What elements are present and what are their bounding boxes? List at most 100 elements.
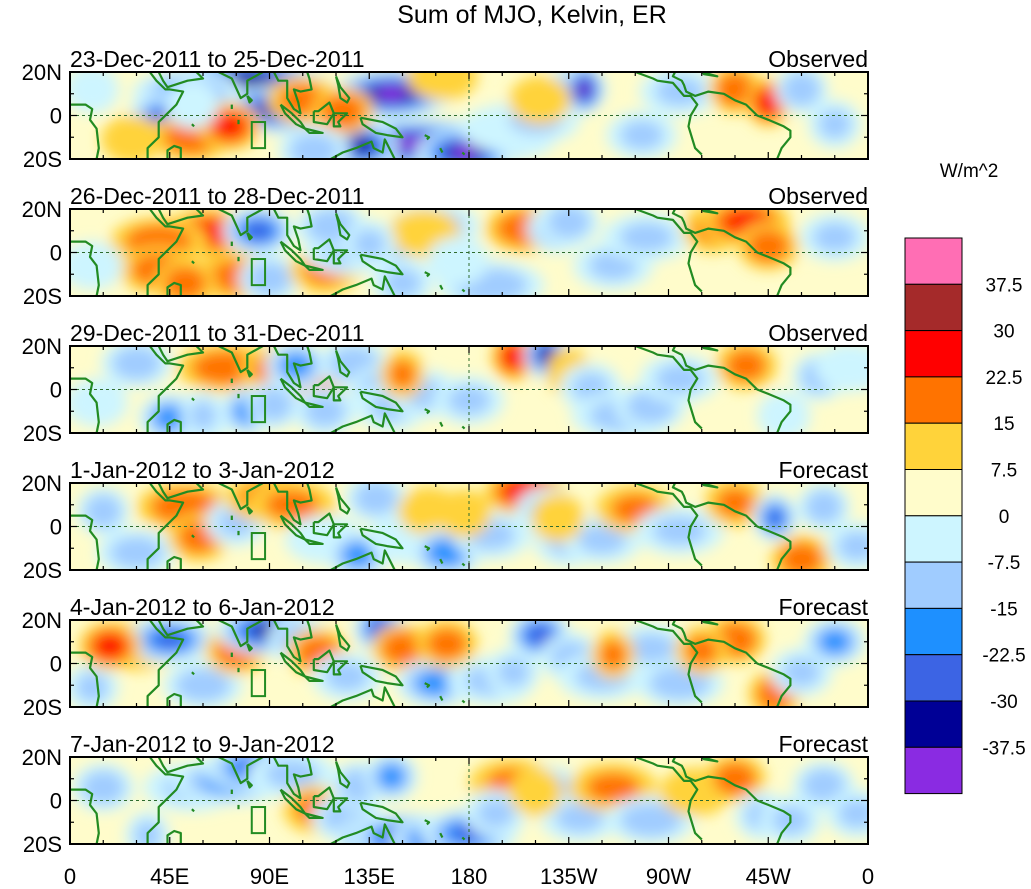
figure-title: Sum of MJO, Kelvin, ER <box>397 1 667 29</box>
coastline <box>424 134 431 141</box>
coastline <box>334 75 351 104</box>
negative-anomaly <box>306 209 357 244</box>
colorbar-swatch <box>904 469 963 517</box>
coastline <box>439 284 444 290</box>
latitude-tick-label: 20N <box>22 745 62 770</box>
negative-anomaly <box>819 629 850 654</box>
coastlines <box>70 483 792 570</box>
anomaly-field <box>70 620 866 707</box>
positive-anomaly <box>191 351 259 385</box>
coastline <box>272 620 313 663</box>
longitude-tick-label: 90E <box>250 864 289 889</box>
coastline <box>246 369 253 378</box>
negative-anomaly <box>813 222 857 253</box>
positive-anomaly <box>163 266 207 296</box>
latitude-tick-label: 0 <box>50 241 62 266</box>
negative-anomaly <box>782 72 821 107</box>
negative-anomaly <box>526 624 554 646</box>
longitude-tick-label: 0 <box>64 864 76 889</box>
negative-anomaly <box>378 764 405 789</box>
reference-box <box>250 395 267 424</box>
coastline <box>328 138 396 159</box>
latitude-tick-label: 0 <box>50 378 62 403</box>
coastline <box>272 346 313 389</box>
positive-anomaly <box>214 114 245 139</box>
coastline <box>304 538 324 545</box>
negative-anomaly <box>814 346 868 393</box>
panel-date-range: 26-Dec-2011 to 28-Dec-2011 <box>70 183 365 209</box>
colorbar-label: -15 <box>990 599 1017 620</box>
coastline <box>328 686 396 707</box>
negative-anomaly <box>255 387 293 422</box>
panel-status: Observed <box>768 320 868 346</box>
positive-anomaly <box>756 89 781 116</box>
latitude-tick-label: 0 <box>50 789 62 814</box>
longitude-tick-label: 180 <box>451 864 488 889</box>
panel-status: Forecast <box>779 594 869 620</box>
negative-anomaly <box>620 120 664 150</box>
negative-anomaly <box>626 633 675 664</box>
coastline <box>439 695 444 701</box>
colorbar: 37.5 30 22.5 15 7.5 0 -7.5 -15 -22.5 -30 -37.5 <box>904 237 1026 795</box>
negative-anomaly <box>476 798 515 829</box>
coastline <box>701 757 719 763</box>
coastline <box>328 275 396 296</box>
colorbar-swatch <box>904 607 963 656</box>
coastline <box>157 483 205 500</box>
longitude-tick-label: 45W <box>746 864 791 889</box>
negative-anomaly <box>165 80 219 129</box>
coastline <box>634 483 703 567</box>
coastline <box>146 483 185 570</box>
negative-anomaly <box>375 86 407 102</box>
coastline <box>191 397 195 402</box>
negative-anomaly <box>281 353 312 378</box>
colorbar-swatch <box>904 561 963 609</box>
negative-anomaly <box>76 672 109 703</box>
panel-status: Observed <box>768 46 868 72</box>
coastline <box>634 757 703 841</box>
coastline <box>359 253 404 276</box>
positive-anomaly <box>426 627 468 660</box>
negative-anomaly <box>84 494 122 529</box>
colorbar-label: 7.5 <box>991 461 1017 482</box>
coastline <box>70 209 100 296</box>
negative-anomaly <box>620 803 682 837</box>
negative-anomaly <box>354 483 398 515</box>
colorbar-label: -30 <box>990 692 1017 713</box>
coastline <box>218 620 264 648</box>
reference-box <box>250 258 267 287</box>
coastline <box>461 151 466 156</box>
longitude-tick-label: 135W <box>540 864 598 889</box>
coastline <box>461 288 466 293</box>
map-panels: 23-Dec-2011 to 25-Dec-2011 Observed 20N 0 20… <box>22 46 869 857</box>
coastline <box>439 421 444 427</box>
panel-date-range: 1-Jan-2012 to 3-Jan-2012 <box>70 457 335 483</box>
panel-date-range: 29-Dec-2011 to 31-Dec-2011 <box>70 320 365 346</box>
coastline <box>246 780 253 789</box>
negative-anomaly <box>175 668 231 702</box>
coastline <box>70 72 100 159</box>
positive-anomaly <box>381 631 424 666</box>
positive-anomaly <box>320 93 365 129</box>
latitude-tick-label: 0 <box>50 104 62 129</box>
latitude-tick-label: 20S <box>23 558 62 583</box>
negative-anomaly <box>838 798 868 829</box>
longitude-tick-label: 135E <box>344 864 395 889</box>
coastline <box>191 534 195 539</box>
colorbar-units: W/m^2 <box>940 161 999 182</box>
coastline <box>146 620 185 707</box>
latitude-tick-label: 20S <box>23 832 62 857</box>
colorbar-swatch <box>904 422 963 471</box>
coastlines <box>70 209 792 296</box>
coastline <box>634 346 703 430</box>
coastline <box>671 483 792 570</box>
coastline <box>359 116 404 139</box>
negative-anomaly <box>264 759 319 790</box>
positive-anomaly <box>101 115 164 159</box>
coastline <box>671 757 792 844</box>
coastline <box>701 72 719 78</box>
colorbar-swatch <box>904 283 963 332</box>
coastline <box>359 527 404 550</box>
longitude-tick-label: 90W <box>646 864 691 889</box>
negative-anomaly <box>154 406 185 430</box>
